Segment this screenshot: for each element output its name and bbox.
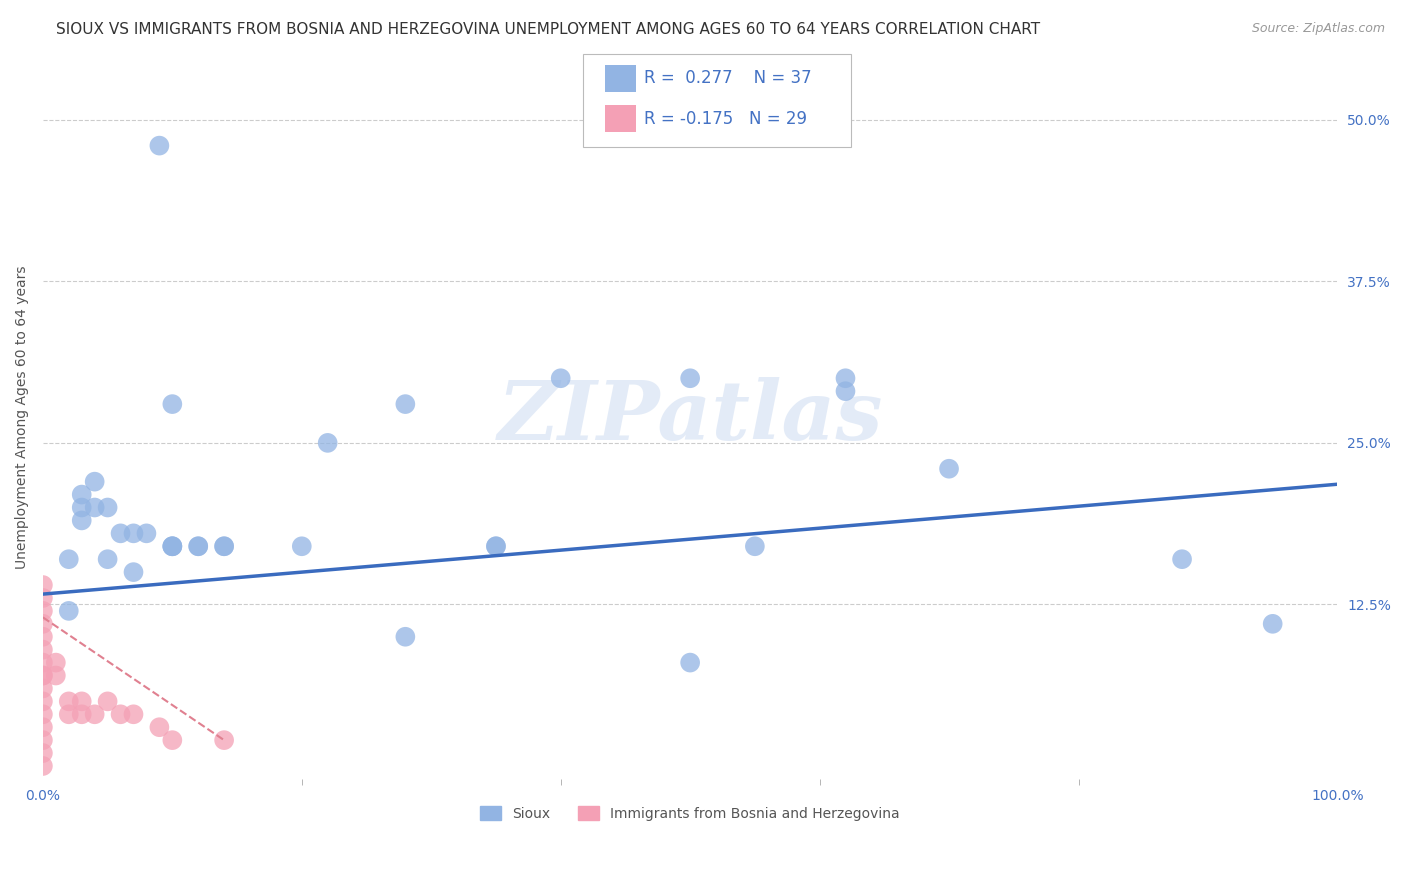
Point [70, 707, 93, 722]
Text: Source: ZipAtlas.com: Source: ZipAtlas.com [1251, 22, 1385, 36]
Point [32, 668, 55, 682]
Point [834, 384, 856, 399]
Point [83, 707, 105, 722]
Point [32, 707, 55, 722]
Point [212, 733, 235, 747]
Point [32, 642, 55, 657]
Point [32, 668, 55, 682]
Point [97, 694, 120, 708]
Point [83, 475, 105, 489]
Legend: Sioux, Immigrants from Bosnia and Herzegovina: Sioux, Immigrants from Bosnia and Herzeg… [475, 800, 905, 826]
Point [485, 539, 508, 553]
Point [162, 539, 184, 553]
Point [45, 656, 67, 670]
Text: ZIPatlas: ZIPatlas [498, 377, 883, 457]
Point [187, 539, 209, 553]
Point [110, 707, 132, 722]
Point [394, 630, 416, 644]
Point [122, 565, 145, 579]
Point [32, 591, 55, 605]
Point [938, 461, 960, 475]
Point [1261, 616, 1284, 631]
Point [45, 668, 67, 682]
Point [58, 707, 80, 722]
Point [135, 526, 157, 541]
Point [70, 694, 93, 708]
Point [58, 694, 80, 708]
Point [316, 435, 339, 450]
Point [834, 371, 856, 385]
Point [162, 733, 184, 747]
Point [394, 397, 416, 411]
Point [212, 539, 235, 553]
Point [162, 539, 184, 553]
Point [32, 681, 55, 696]
Point [58, 604, 80, 618]
Point [32, 578, 55, 592]
Point [148, 720, 170, 734]
Point [32, 616, 55, 631]
Point [122, 526, 145, 541]
Point [97, 500, 120, 515]
Point [32, 733, 55, 747]
Text: R =  0.277    N = 37: R = 0.277 N = 37 [644, 70, 811, 87]
Point [32, 694, 55, 708]
Point [187, 539, 209, 553]
Point [70, 513, 93, 527]
Point [679, 656, 702, 670]
Point [70, 487, 93, 501]
Point [485, 539, 508, 553]
Y-axis label: Unemployment Among Ages 60 to 64 years: Unemployment Among Ages 60 to 64 years [15, 265, 30, 569]
Point [1171, 552, 1194, 566]
Text: SIOUX VS IMMIGRANTS FROM BOSNIA AND HERZEGOVINA UNEMPLOYMENT AMONG AGES 60 TO 64: SIOUX VS IMMIGRANTS FROM BOSNIA AND HERZ… [56, 22, 1040, 37]
Point [32, 720, 55, 734]
Point [32, 759, 55, 773]
Point [291, 539, 314, 553]
Point [212, 539, 235, 553]
Point [32, 746, 55, 760]
Point [550, 371, 572, 385]
Point [83, 500, 105, 515]
Point [32, 630, 55, 644]
Point [58, 552, 80, 566]
Text: R = -0.175   N = 29: R = -0.175 N = 29 [644, 110, 807, 128]
Point [148, 138, 170, 153]
Point [110, 526, 132, 541]
Point [679, 371, 702, 385]
Point [744, 539, 766, 553]
Point [162, 397, 184, 411]
Point [32, 604, 55, 618]
Point [162, 539, 184, 553]
Point [32, 656, 55, 670]
Point [70, 500, 93, 515]
Point [97, 552, 120, 566]
Point [122, 707, 145, 722]
